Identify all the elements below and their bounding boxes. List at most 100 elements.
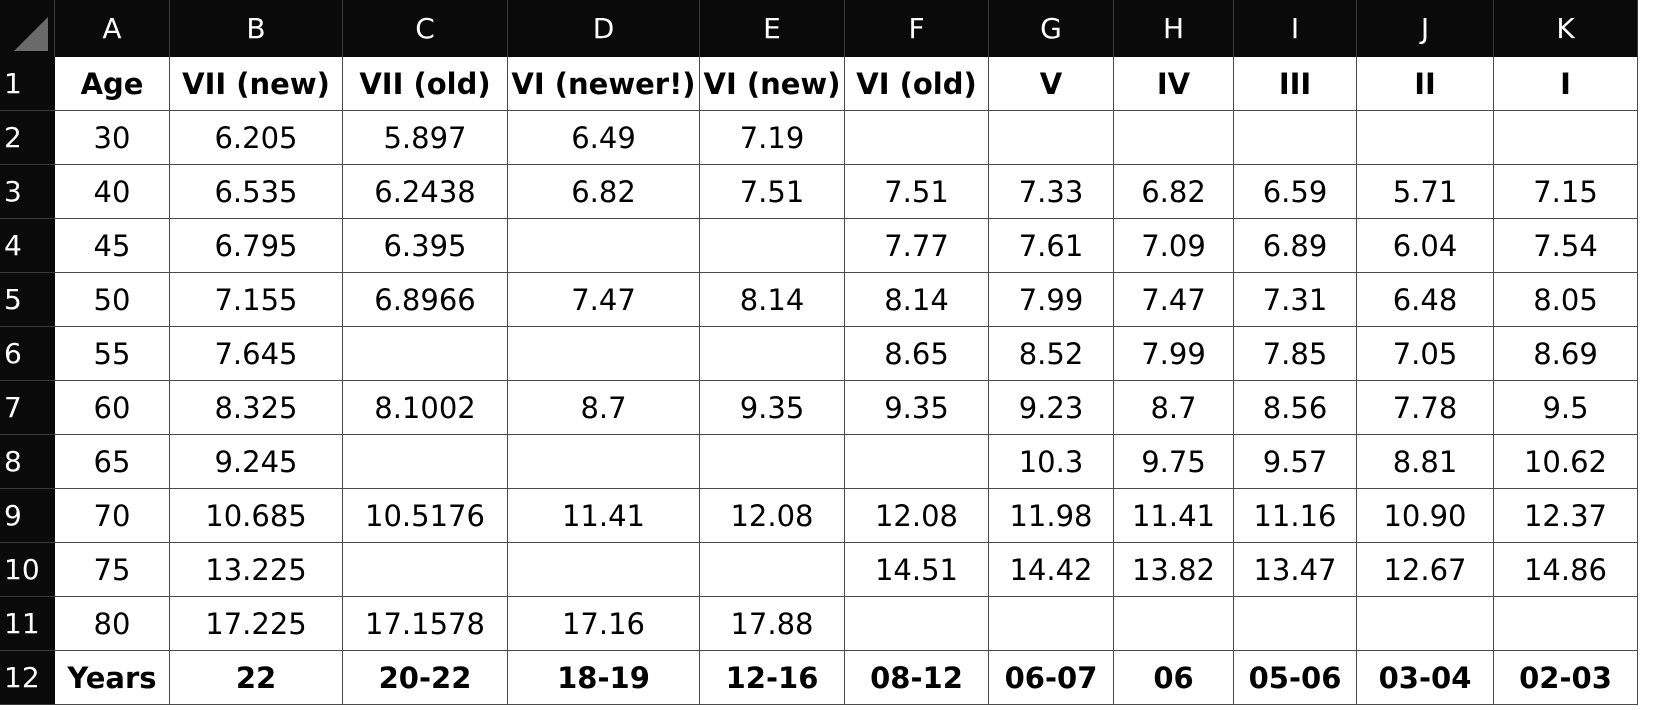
cell-c10[interactable]: [343, 543, 508, 597]
cell-e8[interactable]: [700, 435, 845, 489]
column-header-g[interactable]: G: [989, 0, 1114, 57]
cell-d9[interactable]: 11.41: [508, 489, 700, 543]
row-header-4[interactable]: 4: [0, 219, 55, 273]
cell-b3[interactable]: 6.535: [170, 165, 343, 219]
cell-h10[interactable]: 13.82: [1114, 543, 1234, 597]
cell-i6[interactable]: 7.85: [1234, 327, 1357, 381]
cell-g7[interactable]: 9.23: [989, 381, 1114, 435]
cell-d1[interactable]: VI (newer!): [508, 57, 700, 111]
cell-c9[interactable]: 10.5176: [343, 489, 508, 543]
cell-f1[interactable]: VI (old): [845, 57, 989, 111]
cell-h2[interactable]: [1114, 111, 1234, 165]
cell-i12[interactable]: 05-06: [1234, 651, 1357, 705]
cell-a6[interactable]: 55: [55, 327, 170, 381]
cell-f7[interactable]: 9.35: [845, 381, 989, 435]
cell-g11[interactable]: [989, 597, 1114, 651]
cell-k9[interactable]: 12.37: [1494, 489, 1638, 543]
cell-k12[interactable]: 02-03: [1494, 651, 1638, 705]
cell-g3[interactable]: 7.33: [989, 165, 1114, 219]
cell-g5[interactable]: 7.99: [989, 273, 1114, 327]
cell-c7[interactable]: 8.1002: [343, 381, 508, 435]
cell-h11[interactable]: [1114, 597, 1234, 651]
cell-k2[interactable]: [1494, 111, 1638, 165]
column-header-a[interactable]: A: [55, 0, 170, 57]
cell-c6[interactable]: [343, 327, 508, 381]
cell-g8[interactable]: 10.3: [989, 435, 1114, 489]
cell-e4[interactable]: [700, 219, 845, 273]
column-header-c[interactable]: C: [343, 0, 508, 57]
cell-f2[interactable]: [845, 111, 989, 165]
cell-g2[interactable]: [989, 111, 1114, 165]
cell-b1[interactable]: VII (new): [170, 57, 343, 111]
cell-e10[interactable]: [700, 543, 845, 597]
cell-a1[interactable]: Age: [55, 57, 170, 111]
cell-h6[interactable]: 7.99: [1114, 327, 1234, 381]
cell-e7[interactable]: 9.35: [700, 381, 845, 435]
cell-k5[interactable]: 8.05: [1494, 273, 1638, 327]
column-header-d[interactable]: D: [508, 0, 700, 57]
cell-d2[interactable]: 6.49: [508, 111, 700, 165]
cell-j7[interactable]: 7.78: [1357, 381, 1494, 435]
cell-f5[interactable]: 8.14: [845, 273, 989, 327]
cell-d4[interactable]: [508, 219, 700, 273]
cell-b10[interactable]: 13.225: [170, 543, 343, 597]
row-header-3[interactable]: 3: [0, 165, 55, 219]
cell-i11[interactable]: [1234, 597, 1357, 651]
cell-b2[interactable]: 6.205: [170, 111, 343, 165]
cell-b12[interactable]: 22: [170, 651, 343, 705]
cell-k3[interactable]: 7.15: [1494, 165, 1638, 219]
cell-f4[interactable]: 7.77: [845, 219, 989, 273]
cell-k7[interactable]: 9.5: [1494, 381, 1638, 435]
cell-e12[interactable]: 12-16: [700, 651, 845, 705]
column-header-k[interactable]: K: [1494, 0, 1638, 57]
cell-f10[interactable]: 14.51: [845, 543, 989, 597]
cell-j10[interactable]: 12.67: [1357, 543, 1494, 597]
cell-h3[interactable]: 6.82: [1114, 165, 1234, 219]
cell-b8[interactable]: 9.245: [170, 435, 343, 489]
cell-e1[interactable]: VI (new): [700, 57, 845, 111]
column-header-e[interactable]: E: [700, 0, 845, 57]
cell-a9[interactable]: 70: [55, 489, 170, 543]
cell-a7[interactable]: 60: [55, 381, 170, 435]
row-header-7[interactable]: 7: [0, 381, 55, 435]
cell-g9[interactable]: 11.98: [989, 489, 1114, 543]
cell-a12[interactable]: Years: [55, 651, 170, 705]
cell-a11[interactable]: 80: [55, 597, 170, 651]
cell-i2[interactable]: [1234, 111, 1357, 165]
cell-e9[interactable]: 12.08: [700, 489, 845, 543]
cell-k6[interactable]: 8.69: [1494, 327, 1638, 381]
cell-d3[interactable]: 6.82: [508, 165, 700, 219]
cell-b5[interactable]: 7.155: [170, 273, 343, 327]
cell-d5[interactable]: 7.47: [508, 273, 700, 327]
column-header-f[interactable]: F: [845, 0, 989, 57]
cell-h4[interactable]: 7.09: [1114, 219, 1234, 273]
cell-j2[interactable]: [1357, 111, 1494, 165]
cell-f11[interactable]: [845, 597, 989, 651]
cell-i10[interactable]: 13.47: [1234, 543, 1357, 597]
cell-h9[interactable]: 11.41: [1114, 489, 1234, 543]
cell-h5[interactable]: 7.47: [1114, 273, 1234, 327]
cell-i8[interactable]: 9.57: [1234, 435, 1357, 489]
cell-c2[interactable]: 5.897: [343, 111, 508, 165]
row-header-12[interactable]: 12: [0, 651, 55, 705]
cell-d11[interactable]: 17.16: [508, 597, 700, 651]
cell-g6[interactable]: 8.52: [989, 327, 1114, 381]
cell-i7[interactable]: 8.56: [1234, 381, 1357, 435]
column-header-j[interactable]: J: [1357, 0, 1494, 57]
cell-j6[interactable]: 7.05: [1357, 327, 1494, 381]
cell-i1[interactable]: III: [1234, 57, 1357, 111]
cell-f9[interactable]: 12.08: [845, 489, 989, 543]
cell-k11[interactable]: [1494, 597, 1638, 651]
cell-b6[interactable]: 7.645: [170, 327, 343, 381]
cell-k1[interactable]: I: [1494, 57, 1638, 111]
cell-b9[interactable]: 10.685: [170, 489, 343, 543]
cell-d6[interactable]: [508, 327, 700, 381]
cell-a5[interactable]: 50: [55, 273, 170, 327]
row-header-6[interactable]: 6: [0, 327, 55, 381]
cell-c4[interactable]: 6.395: [343, 219, 508, 273]
cell-f12[interactable]: 08-12: [845, 651, 989, 705]
cell-a2[interactable]: 30: [55, 111, 170, 165]
cell-c5[interactable]: 6.8966: [343, 273, 508, 327]
row-header-5[interactable]: 5: [0, 273, 55, 327]
cell-c8[interactable]: [343, 435, 508, 489]
